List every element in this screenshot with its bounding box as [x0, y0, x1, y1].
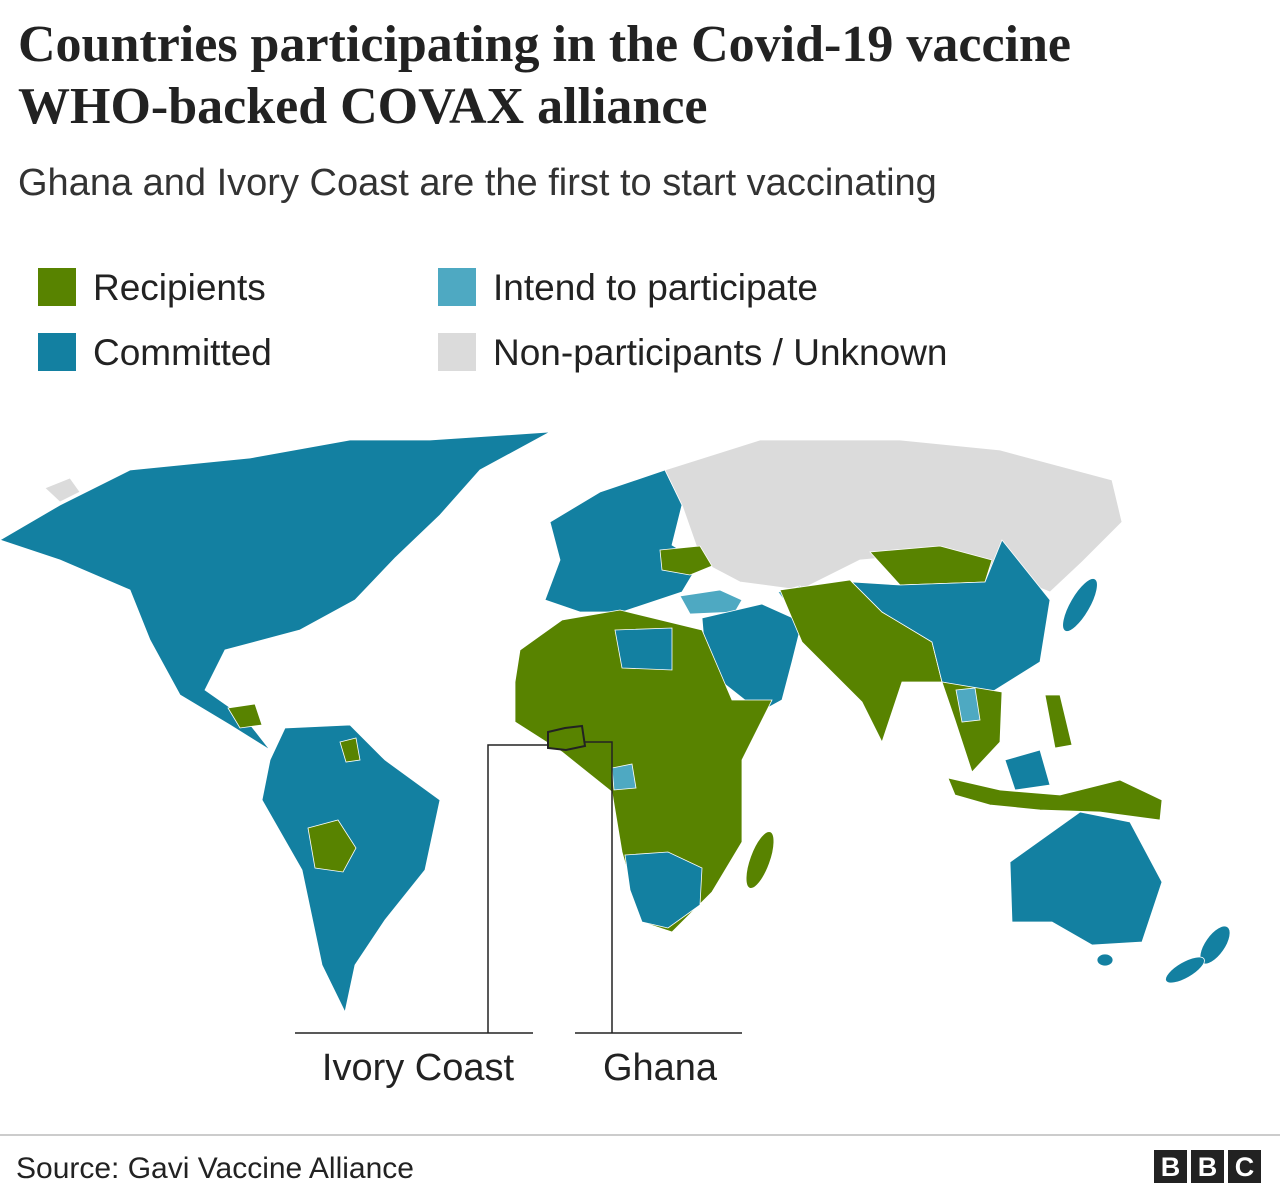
borneo	[1004, 749, 1051, 791]
new-zealand-south	[1165, 956, 1205, 984]
turkey	[679, 589, 743, 615]
libya-egypt-region	[614, 627, 673, 671]
annotation-label: Ghana	[603, 1047, 718, 1089]
mongolia	[869, 545, 993, 586]
philippines	[1044, 694, 1073, 749]
annotation-label: Ivory Coast	[322, 1047, 515, 1089]
logo-box	[1228, 1150, 1261, 1183]
central-america	[227, 703, 263, 729]
tasmania	[1096, 953, 1114, 967]
legend-label: Non-participants / Unknown	[493, 332, 948, 373]
subtitle: Ghana and Ivory Coast are the first to s…	[18, 162, 937, 204]
gabon-congo	[611, 763, 637, 791]
logo-letter: C	[1235, 1152, 1255, 1182]
thailand	[955, 687, 981, 723]
source: Source: Gavi Vaccine Alliance	[16, 1152, 414, 1185]
world-map	[0, 431, 1231, 1014]
legend-swatch	[438, 333, 476, 371]
ukraine	[659, 545, 713, 576]
legend-label: Committed	[93, 332, 272, 373]
ghana-leader	[585, 741, 613, 1033]
callouts	[295, 741, 742, 1034]
africa	[514, 609, 773, 933]
ivory-coast-leader	[487, 744, 548, 1033]
japan	[1062, 578, 1098, 632]
indonesia	[947, 777, 1163, 821]
australia	[1009, 811, 1163, 946]
southern-africa	[624, 851, 703, 929]
logo-box	[1154, 1150, 1187, 1183]
legend: Recipients Committed Intend to participate…	[38, 267, 948, 373]
bolivia	[307, 819, 357, 873]
legend-swatch	[38, 333, 76, 371]
greenland-arctic	[44, 477, 81, 503]
china	[850, 539, 1051, 693]
southeast-asia	[941, 681, 1003, 773]
legend-swatch	[438, 268, 476, 306]
legend-swatch	[38, 268, 76, 306]
legend-label: Intend to participate	[493, 267, 818, 308]
title: Countries participating in the Covid-19 …	[18, 16, 1071, 135]
legend-label: Recipients	[93, 267, 266, 308]
guyana	[339, 737, 361, 763]
logo-letter: B	[1198, 1152, 1218, 1182]
south-america	[261, 724, 441, 1014]
europe	[544, 469, 701, 613]
madagascar	[745, 831, 775, 889]
logo-letter: B	[1161, 1152, 1181, 1182]
logo-box	[1191, 1150, 1224, 1183]
north-america	[0, 431, 551, 751]
ivory-coast-ghana	[547, 724, 587, 752]
